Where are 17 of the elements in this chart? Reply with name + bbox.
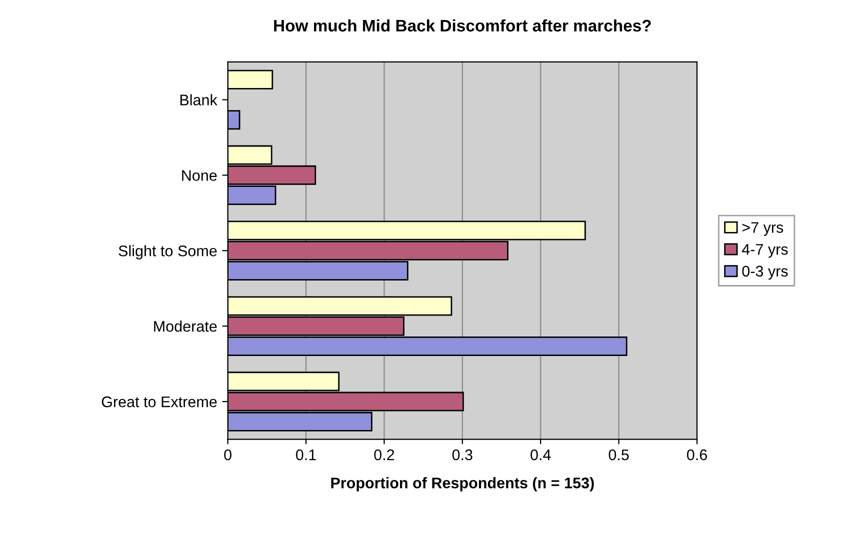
y-tick-label: Slight to Some <box>118 245 217 260</box>
chart-title: How much Mid Back Discomfort after marches? <box>274 19 651 32</box>
y-tick-label: Blank <box>180 94 218 106</box>
legend-label: 4-7 yrs <box>742 244 788 258</box>
x-tick-label: 0.5 <box>608 449 629 460</box>
x-tick-label: 0.6 <box>686 449 707 460</box>
x-tick-label: 0 <box>224 449 232 460</box>
legend-label: >7 yrs <box>742 222 784 236</box>
y-tick-label: Moderate <box>154 320 217 332</box>
x-tick-label: 0.2 <box>374 449 394 460</box>
legend-label: 0-3 yrs <box>742 266 788 280</box>
y-tick-label: None <box>182 170 217 181</box>
x-axis-title: Proportion of Respondents (n = 153) <box>331 477 594 492</box>
x-tick-label: 0.3 <box>452 449 472 460</box>
x-tick-label: 0.1 <box>296 449 316 460</box>
x-tick-label: 0.4 <box>530 449 551 460</box>
y-tick-label: Great to Extreme <box>102 396 217 408</box>
